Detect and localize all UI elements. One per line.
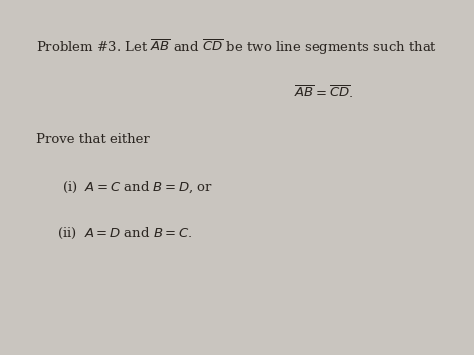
Text: $\overline{AB} = \overline{CD}.$: $\overline{AB} = \overline{CD}.$: [294, 85, 353, 102]
Text: (i)  $A = C$ and $B = D$, or: (i) $A = C$ and $B = D$, or: [62, 179, 213, 195]
Text: (ii)  $A = D$ and $B = C.$: (ii) $A = D$ and $B = C.$: [57, 225, 192, 241]
Text: Prove that either: Prove that either: [36, 133, 149, 146]
Text: Problem #3. Let $\overline{AB}$ and $\overline{CD}$ be two line segments such th: Problem #3. Let $\overline{AB}$ and $\ov…: [36, 37, 437, 56]
